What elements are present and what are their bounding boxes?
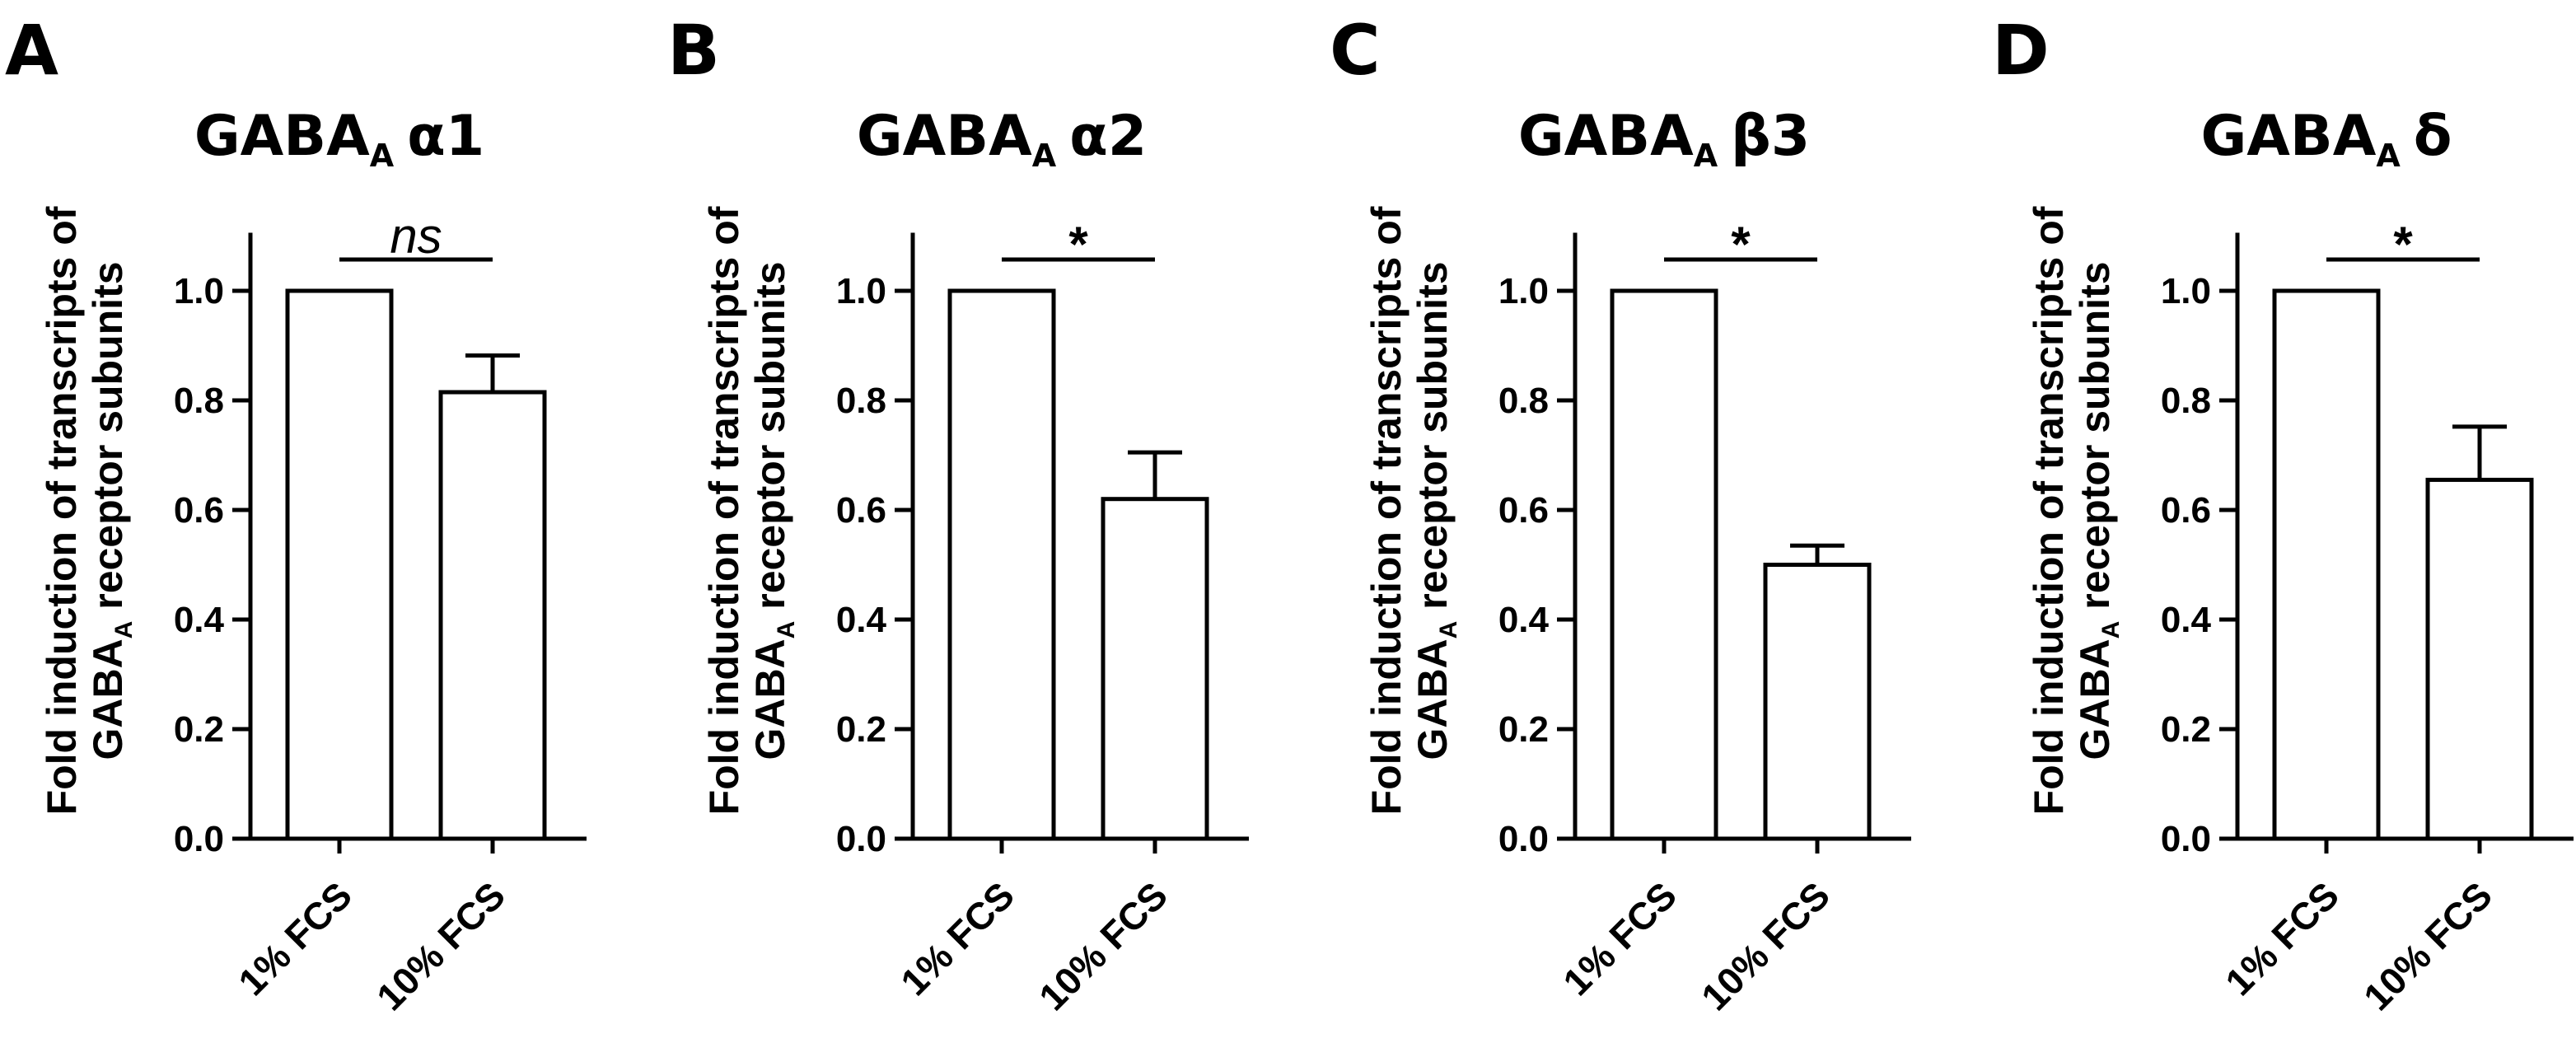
bar-2 (2425, 477, 2534, 841)
y-tick-label: 0.8 (174, 381, 224, 421)
x-tick-label: 1% FCS (892, 873, 1022, 1003)
y-tick-label: 0.2 (2161, 709, 2211, 750)
x-tick-label: 10% FCS (1693, 873, 1838, 1018)
panel-a: A GABAA α1 Fold induction of transcripts of… (5, 10, 587, 1018)
significance-label: * (2393, 217, 2413, 272)
y-axis-label-line2: GABAA receptor subunits (2072, 261, 2125, 760)
y-tick-label: 0.4 (2161, 600, 2212, 640)
y-tick-label: 1.0 (1498, 271, 1549, 311)
panel-letter: C (1330, 10, 1381, 91)
x-tick-label: 10% FCS (1031, 873, 1176, 1018)
y-axis-label-line1: Fold induction of transcripts of (701, 206, 747, 815)
panel-b: B GABAA α2 Fold induction of transcripts of… (667, 10, 1249, 1018)
chart-title: GABAA β3 (1518, 104, 1810, 174)
y-axis-label-line1: Fold induction of transcripts of (2026, 206, 2072, 815)
y-axis-label-line2: GABAA receptor subunits (1410, 261, 1462, 760)
y-tick-label: 1.0 (2161, 271, 2211, 311)
y-axis-label-line1: Fold induction of transcripts of (39, 206, 85, 815)
y-tick-label: 1.0 (836, 271, 886, 311)
y-tick-label: 0.2 (174, 709, 224, 750)
bar-2 (1101, 497, 1209, 841)
y-axis-label-line2: GABAA receptor subunits (747, 261, 800, 760)
y-axis-label-line1: Fold induction of transcripts of (1363, 206, 1410, 815)
y-tick-label: 0.0 (836, 819, 886, 859)
y-tick-label: 0.0 (1498, 819, 1549, 859)
x-tick-label: 1% FCS (1554, 873, 1685, 1003)
bar-1 (2272, 288, 2381, 841)
significance-label: * (1068, 217, 1088, 272)
bar-1 (947, 288, 1056, 841)
bar-2 (1763, 563, 1872, 841)
y-tick-label: 0.4 (836, 600, 887, 640)
y-tick-label: 0.2 (1498, 709, 1549, 750)
chart-title: GABAA α1 (194, 104, 484, 174)
y-tick-label: 0.8 (2161, 381, 2211, 421)
y-tick-label: 0.2 (836, 709, 886, 750)
y-tick-label: 0.8 (1498, 381, 1549, 421)
y-tick-label: 0.6 (2161, 490, 2211, 531)
y-tick-label: 0.0 (174, 819, 224, 859)
panel-letter: A (5, 10, 58, 91)
panel-d: D GABAA δ Fold induction of transcripts of G… (1992, 10, 2574, 1018)
bar-2 (438, 390, 547, 841)
panel-letter: B (667, 10, 720, 91)
chart-title: GABAA α2 (857, 104, 1147, 174)
y-tick-label: 0.4 (1498, 600, 1550, 640)
y-tick-label: 0.6 (174, 490, 224, 531)
y-tick-label: 0.6 (836, 490, 886, 531)
y-tick-label: 0.8 (836, 381, 886, 421)
y-tick-label: 1.0 (174, 271, 224, 311)
x-tick-label: 1% FCS (2217, 873, 2347, 1003)
y-tick-label: 0.4 (174, 600, 225, 640)
x-tick-label: 10% FCS (368, 873, 513, 1018)
x-tick-label: 1% FCS (230, 873, 360, 1003)
panel-letter: D (1992, 10, 2050, 91)
bar-1 (285, 288, 394, 841)
y-axis-label-line2: GABAA receptor subunits (85, 261, 138, 760)
y-tick-label: 0.6 (1498, 490, 1549, 531)
chart-title: GABAA δ (2200, 104, 2452, 174)
y-tick-label: 0.0 (2161, 819, 2211, 859)
bar-1 (1610, 288, 1718, 841)
panel-c: C GABAA β3 Fold induction of transcripts of… (1330, 10, 1911, 1018)
significance-label: * (1731, 217, 1751, 272)
significance-label: ns (390, 208, 442, 264)
x-tick-label: 10% FCS (2355, 873, 2500, 1018)
